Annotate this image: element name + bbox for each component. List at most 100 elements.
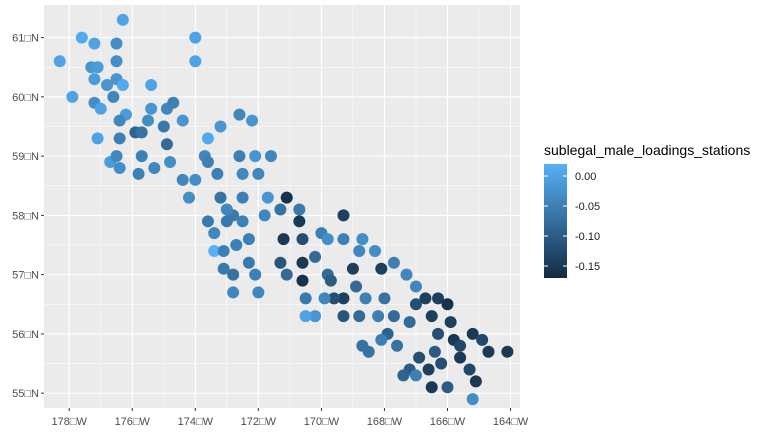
station-point (466, 327, 479, 340)
station-point (466, 393, 479, 406)
station-point (419, 292, 432, 305)
station-point (201, 132, 214, 145)
station-point (375, 262, 388, 275)
station-point (375, 333, 388, 346)
station-point (214, 191, 227, 204)
station-point (397, 369, 410, 382)
station-point (264, 150, 277, 163)
station-point (387, 256, 400, 269)
station-point (176, 173, 189, 186)
station-point (441, 298, 454, 311)
station-point (230, 239, 243, 252)
station-point (362, 345, 375, 358)
station-point (353, 310, 366, 323)
station-point (309, 250, 322, 263)
station-point (274, 203, 287, 216)
station-point (400, 268, 413, 281)
station-point (110, 55, 123, 68)
legend-tick-label: 0.00 (575, 171, 596, 183)
station-point (274, 256, 287, 269)
station-point (296, 256, 309, 269)
station-point (337, 310, 350, 323)
station-point (88, 73, 101, 86)
station-point (113, 114, 126, 127)
x-tick-label: 170□W (304, 416, 340, 428)
station-point (368, 244, 381, 257)
station-point (428, 345, 441, 358)
station-point (142, 114, 155, 127)
station-point (113, 132, 126, 145)
station-point (293, 215, 306, 228)
station-point (463, 363, 476, 376)
legend-tick-label: -0.05 (575, 201, 600, 213)
station-point (227, 268, 240, 281)
station-point (403, 316, 416, 329)
station-point (135, 126, 148, 139)
station-point (321, 233, 334, 246)
station-point (261, 191, 274, 204)
station-point (208, 227, 221, 240)
station-point (107, 90, 120, 103)
station-point (346, 262, 359, 275)
x-tick-label: 172□W (241, 416, 277, 428)
x-tick-label: 166□W (430, 416, 466, 428)
station-point (296, 233, 309, 246)
station-point (501, 345, 514, 358)
station-point (299, 310, 312, 323)
station-point (432, 327, 445, 340)
station-point (324, 274, 337, 287)
station-point (145, 102, 158, 115)
station-point (110, 150, 123, 163)
legend-title: sublegal_male_loadings_stations (544, 142, 750, 158)
y-tick-label: 60□N (12, 92, 39, 104)
station-point (353, 244, 366, 257)
station-point (252, 167, 265, 180)
station-point (176, 114, 189, 127)
station-point (413, 351, 426, 364)
station-point (75, 31, 88, 44)
station-point (157, 120, 170, 133)
station-point (454, 339, 467, 352)
station-point (337, 209, 350, 222)
grid-lines (44, 5, 520, 408)
station-point (337, 292, 350, 305)
station-point (482, 345, 495, 358)
station-point (116, 79, 129, 92)
station-point (227, 286, 240, 299)
station-point (236, 191, 249, 204)
station-point (359, 292, 372, 305)
station-point (432, 292, 445, 305)
station-point (435, 357, 448, 370)
station-point (160, 138, 173, 151)
station-point (53, 55, 66, 68)
station-point (252, 286, 265, 299)
station-point (409, 280, 422, 293)
legend-colorbar (544, 164, 567, 278)
station-point (318, 292, 331, 305)
x-tick-label: 164□W (493, 416, 529, 428)
station-point (132, 167, 145, 180)
station-point (189, 55, 202, 68)
station-point (220, 215, 233, 228)
x-tick-label: 168□W (367, 416, 403, 428)
legend-ticks: 0.00 -0.05 -0.10 -0.15 (544, 171, 600, 273)
station-point (378, 292, 391, 305)
station-point (189, 31, 202, 44)
station-point (280, 191, 293, 204)
data-points (53, 13, 514, 406)
station-point (236, 167, 249, 180)
station-point (189, 173, 202, 186)
station-point (296, 274, 309, 287)
station-point (91, 61, 104, 74)
station-point (249, 150, 262, 163)
legend-tick-label: -0.15 (575, 261, 600, 273)
station-point (444, 316, 457, 329)
station-point (409, 298, 422, 311)
station-point (280, 268, 293, 281)
station-point (469, 375, 482, 388)
station-point (214, 120, 227, 133)
legend-tick-label: -0.10 (575, 231, 600, 243)
station-point (167, 96, 180, 109)
station-point (164, 156, 177, 169)
y-tick-label: 61□N (12, 33, 39, 45)
